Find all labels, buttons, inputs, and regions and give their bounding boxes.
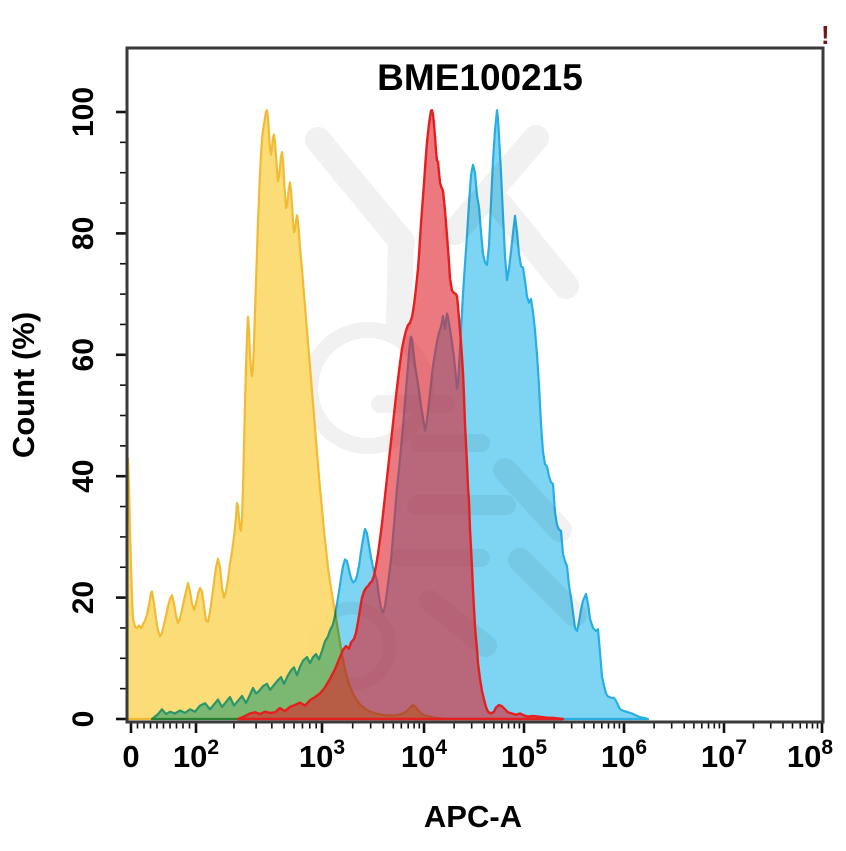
axis-labels: 0 102 103 104 105 106 107 108 0 20 40 60 80 100 BME100… [6, 57, 833, 834]
x-tick-label: 105 [501, 736, 547, 774]
warning-exclamation-icon: ! [821, 20, 830, 50]
y-axis-label: Count (%) [6, 312, 41, 458]
x-tick-label: 102 [173, 736, 219, 774]
plot-border [125, 46, 825, 724]
chart-title: BME100215 [377, 57, 583, 98]
axis-ticks [116, 110, 824, 733]
y-tick-label: 0 [67, 711, 100, 728]
series-red-control [236, 109, 565, 721]
y-tick-label: 80 [67, 217, 100, 250]
series-layer [125, 109, 650, 721]
x-axis-label: APC-A [424, 799, 522, 834]
series-red-control-area [236, 109, 565, 721]
y-tick-label: 20 [67, 581, 100, 614]
x-tick-label: 106 [601, 736, 647, 774]
y-tick-label: 100 [67, 87, 100, 137]
x-tick-label: 107 [701, 736, 747, 774]
y-tick-label: 40 [67, 460, 100, 493]
y-tick-label: 60 [67, 338, 100, 371]
x-tick-label: 104 [401, 736, 447, 774]
x-tick-label: 103 [299, 736, 345, 774]
x-tick-label: 108 [787, 736, 833, 774]
x-tick-label: 0 [122, 739, 139, 774]
